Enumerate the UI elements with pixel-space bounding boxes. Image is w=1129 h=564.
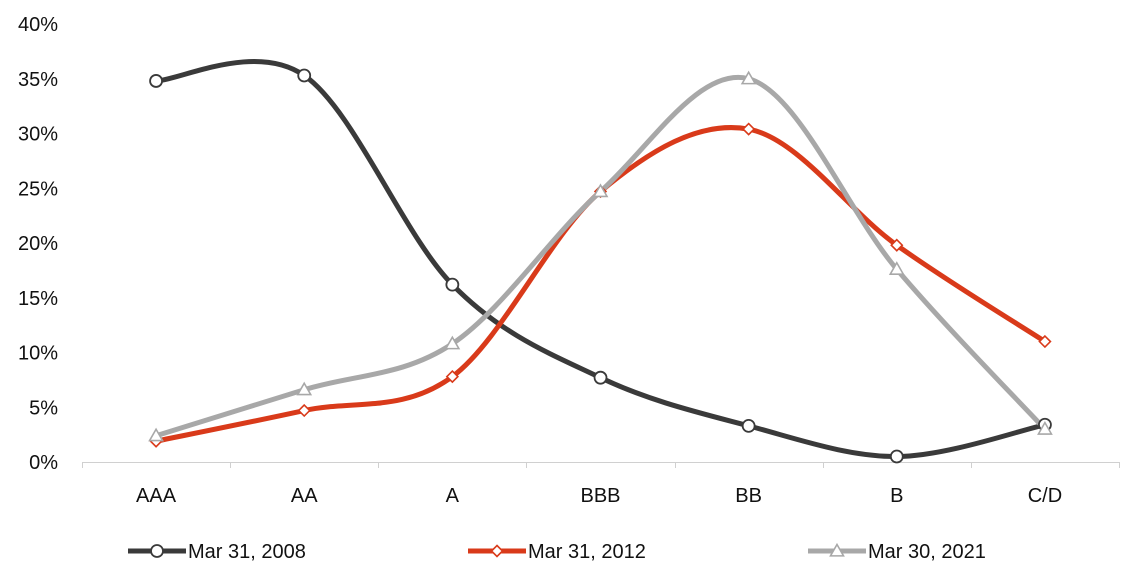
y-tick-label: 35% bbox=[18, 69, 58, 91]
data-point-mar-30-2021 bbox=[296, 381, 313, 396]
data-point-mar-30-2021 bbox=[1037, 421, 1053, 435]
data-point-mar-31-2012 bbox=[445, 369, 459, 384]
data-point-mar-31-2012 bbox=[297, 403, 311, 418]
legend-item-mar-31-2008[interactable]: Mar 31, 2008 bbox=[128, 541, 306, 563]
series-line-mar-31-2008 bbox=[153, 59, 1048, 460]
y-tick-label: 15% bbox=[18, 288, 58, 310]
legend-marker-swatch bbox=[829, 542, 845, 557]
data-point-mar-30-2021 bbox=[888, 261, 905, 275]
legend-item-mar-31-2012[interactable]: Mar 31, 2012 bbox=[468, 541, 646, 563]
x-tick-label: BB bbox=[735, 485, 762, 507]
data-point-mar-30-2021 bbox=[148, 427, 164, 442]
series-lines bbox=[153, 59, 1048, 460]
data-point-mar-31-2012 bbox=[890, 238, 904, 252]
legend-marker-swatch bbox=[490, 544, 504, 558]
x-tick-label: BBB bbox=[580, 485, 620, 507]
data-point-mar-31-2008 bbox=[297, 68, 312, 83]
y-tick-label: 0% bbox=[29, 452, 58, 474]
data-point-mar-31-2008 bbox=[445, 277, 460, 292]
y-tick-label: 40% bbox=[18, 14, 58, 36]
legend[interactable]: Mar 31, 2008 Mar 31, 2012 Mar 30, 2021 bbox=[128, 541, 986, 563]
legend-item-mar-30-2021[interactable]: Mar 30, 2021 bbox=[808, 541, 986, 563]
series-markers bbox=[148, 68, 1053, 464]
legend-label: Mar 30, 2021 bbox=[868, 541, 986, 563]
y-tick-labels: 0% 5% 10% 15% 20% 25% 30% 35% 40% bbox=[18, 14, 58, 474]
x-tick-label: AAA bbox=[136, 485, 177, 507]
data-point-mar-31-2008 bbox=[593, 370, 608, 385]
y-tick-label: 25% bbox=[18, 178, 58, 200]
data-point-mar-31-2008 bbox=[149, 74, 163, 88]
x-tick-label: AA bbox=[291, 485, 318, 507]
legend-label: Mar 31, 2012 bbox=[528, 541, 646, 563]
data-point-mar-31-2008 bbox=[741, 418, 756, 433]
data-point-mar-30-2021 bbox=[444, 335, 461, 350]
data-point-mar-30-2021 bbox=[592, 183, 609, 198]
legend-marker-swatch bbox=[150, 544, 164, 558]
x-tick-label: C/D bbox=[1028, 485, 1062, 507]
y-tick-label: 30% bbox=[18, 124, 58, 146]
legend-label: Mar 31, 2008 bbox=[188, 541, 306, 563]
data-point-mar-31-2012 bbox=[1038, 334, 1052, 349]
x-tick-label: B bbox=[890, 485, 903, 507]
data-point-mar-31-2012 bbox=[742, 122, 756, 136]
data-point-mar-30-2021 bbox=[740, 70, 757, 85]
x-tick-label: A bbox=[446, 485, 460, 507]
data-point-mar-31-2008 bbox=[889, 449, 904, 464]
y-tick-label: 20% bbox=[18, 233, 58, 255]
y-tick-label: 5% bbox=[29, 397, 58, 419]
axes bbox=[82, 462, 1120, 468]
y-tick-label: 10% bbox=[18, 343, 58, 365]
x-tick-labels: AAA AA A BBB BB B C/D bbox=[136, 485, 1062, 507]
